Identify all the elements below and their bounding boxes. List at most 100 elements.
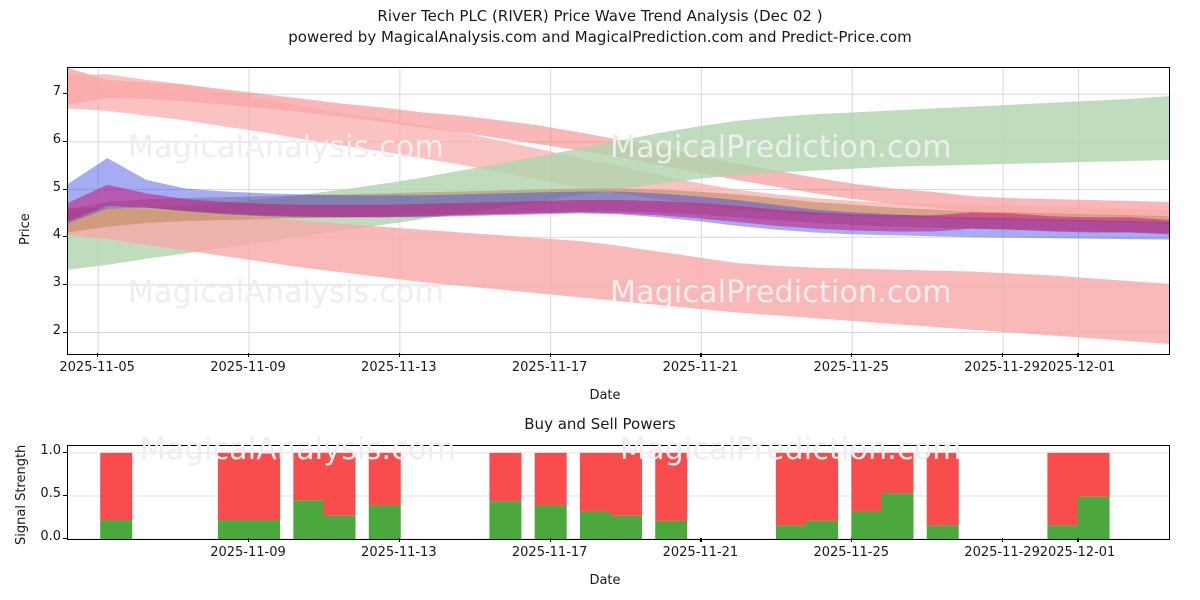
price-y-tick-mark [63,283,67,286]
buy-power-bar [775,525,808,539]
sell-power-bar [534,452,567,506]
power-x-tick-label: 2025-11-29 [964,545,1040,560]
sell-power-bar [609,452,642,516]
price-x-tick-label: 2025-11-05 [59,360,135,375]
sell-power-bar [323,452,356,516]
sell-power-bar [368,452,401,506]
sell-power-bar [579,452,612,512]
sell-power-bar [881,452,914,494]
price-x-tick-mark [248,353,250,357]
title-block: River Tech PLC (RIVER) Price Wave Trend … [0,6,1200,48]
price-x-tick-label: 2025-11-21 [662,360,739,375]
buy-power-bar [368,505,401,539]
power-x-tick-mark [398,538,401,542]
power-x-tick-mark [1002,538,1004,542]
buy-power-bar [248,520,281,539]
buy-power-bar [217,520,250,539]
sell-power-bar [655,452,688,521]
price-x-tick-mark [700,353,702,357]
price-band-magenta-core-band [68,184,1169,235]
price-wave-plot [67,67,1170,355]
buy-power-bar [806,520,839,539]
price-x-tick-mark [549,353,551,357]
price-y-tick-mark [63,331,67,333]
power-y-tick-label: 0.5 [40,485,61,501]
buy-sell-powers-plot [67,445,1170,540]
power-x-tick-label: 2025-11-25 [813,545,890,560]
price-x-tick-mark [97,353,99,357]
buy-power-bar [1047,525,1080,539]
price-y-tick-label: 4 [52,227,61,243]
price-band-lower-red-support [68,207,1169,344]
power-x-tick-label: 2025-11-13 [361,545,437,560]
power-x-tick-label: 2025-12-01 [1039,545,1116,560]
buy-power-bar [100,520,133,539]
price-y-tick-mark [63,188,67,190]
sell-power-bar [248,452,281,521]
power-x-tick-mark [549,538,551,542]
price-y-tick-mark [63,236,67,238]
buy-power-bar [851,511,884,539]
price-y-tick-label: 2 [52,322,61,338]
power-x-tick-mark [1077,538,1079,542]
power-y-tick-label: 0.0 [40,529,61,544]
price-x-tick-mark [1002,353,1004,357]
price-x-tick-mark [398,353,401,357]
power-y-axis-label: Signal Strength [14,444,29,545]
power-x-tick-mark [851,538,853,542]
power-y-tick-mark [63,538,67,540]
page-subtitle: powered by MagicalAnalysis.com and Magic… [288,28,912,46]
sell-power-bar [489,452,522,502]
sell-power-bar [293,452,326,501]
price-x-axis-label: Date [589,388,621,403]
sell-power-bar [851,452,884,512]
price-x-tick-mark [1077,353,1079,357]
buy-power-bar [323,515,356,539]
price-x-tick-mark [851,353,853,357]
power-x-axis-label: Date [589,573,621,588]
buy-power-bar [881,493,914,539]
sell-power-bar [1077,452,1110,497]
sell-power-bar [100,452,133,521]
price-x-tick-label: 2025-12-01 [1039,360,1116,375]
sell-power-bar [217,452,250,521]
buy-power-bar [926,525,959,539]
sell-power-bar [775,452,808,526]
power-x-tick-label: 2025-11-17 [511,545,588,560]
power-y-tick-mark [63,494,67,497]
price-y-axis-label: Price [18,213,33,245]
buy-power-bar [655,520,688,539]
power-y-tick-label: 1.0 [40,442,61,458]
price-y-tick-label: 7 [52,84,61,100]
buy-power-bar [534,505,567,539]
power-x-tick-label: 2025-11-21 [662,545,739,560]
price-x-tick-label: 2025-11-25 [813,360,890,375]
price-x-tick-label: 2025-11-29 [964,360,1040,375]
buy-power-bar [609,515,642,539]
price-y-tick-label: 3 [52,274,61,290]
sell-power-bar [926,452,959,526]
buy-power-bar [1077,496,1110,539]
power-y-tick-mark [63,451,67,454]
buy-power-bar [293,500,326,539]
page-title: River Tech PLC (RIVER) Price Wave Trend … [377,7,823,25]
power-x-tick-mark [700,538,702,542]
price-wave-svg [68,68,1169,354]
sell-power-bar [1047,452,1080,526]
price-band-upper-red-wave [68,74,1169,224]
price-y-tick-label: 6 [52,131,61,147]
buy-power-bar [489,501,522,539]
price-x-tick-label: 2025-11-17 [511,360,588,375]
price-y-tick-label: 5 [52,179,61,195]
price-y-tick-mark [63,93,67,95]
price-x-tick-label: 2025-11-13 [361,360,437,375]
power-x-tick-mark [248,538,250,542]
buy-power-bar [579,511,612,539]
power-x-tick-label: 2025-11-09 [210,545,286,560]
sell-power-bar [806,452,839,521]
power-chart-title: Buy and Sell Powers [524,415,676,433]
price-y-tick-mark [63,140,67,143]
buy-sell-powers-svg [68,452,1169,539]
price-x-tick-label: 2025-11-09 [210,360,286,375]
